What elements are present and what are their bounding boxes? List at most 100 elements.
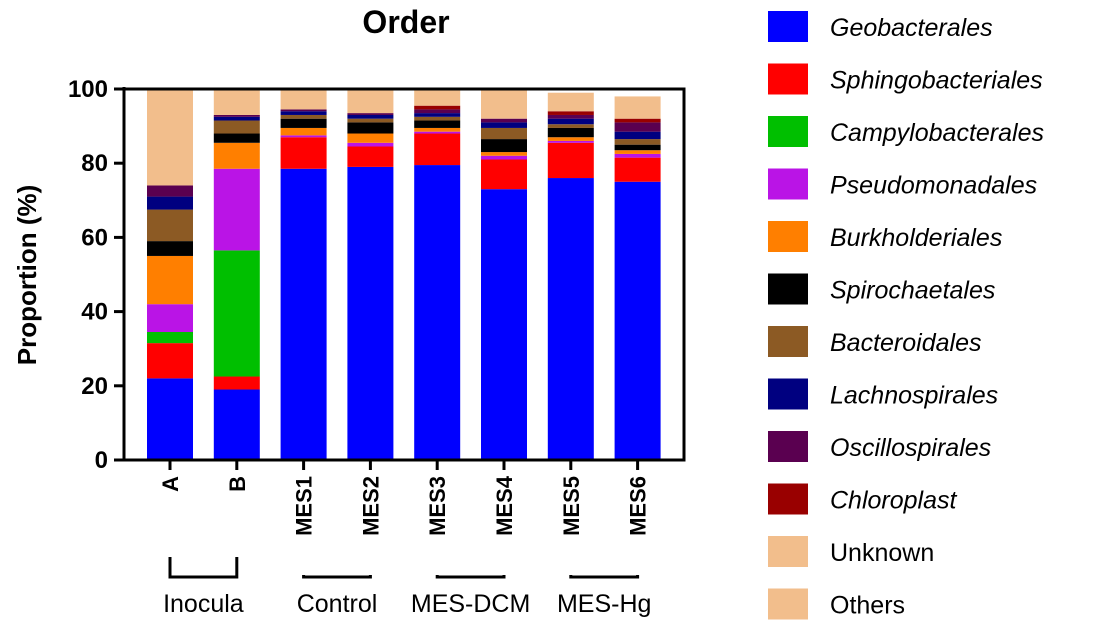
x-category-label: MES4 — [492, 475, 517, 536]
legend-label: Oscillospirales — [830, 434, 991, 462]
y-tick-label: 20 — [81, 373, 108, 400]
bar-segment-mes6-burkholderiales — [614, 150, 661, 154]
bar-segment-mes2-burkholderiales — [347, 133, 394, 143]
bar-segment-a-sphingobacteriales — [147, 343, 193, 379]
bar-segment-a-lachnospirales — [147, 196, 193, 210]
legend-label: Sphingobacteriales — [830, 67, 1043, 95]
bar-segment-mes2-pseudomonadales — [347, 142, 394, 147]
bar-segment-a-unknown — [147, 89, 193, 186]
legend-label: Spirochaetales — [830, 277, 995, 305]
x-category-label: A — [158, 476, 183, 492]
group-label: MES-Hg — [557, 590, 651, 618]
legend-swatch — [768, 536, 808, 567]
bar-segment-mes3-chloroplast — [414, 105, 461, 110]
x-category-label: MES5 — [559, 476, 584, 536]
legend-label: Unknown — [830, 539, 934, 567]
bar-segment-mes5-lachnospirales — [547, 118, 594, 125]
bar-segment-mes1-geobacterales — [280, 168, 327, 460]
bar-segment-b-pseudomonadales — [213, 168, 260, 251]
y-tick-label: 0 — [95, 447, 108, 474]
bar-segment-mes3-oscillospirales — [414, 109, 461, 114]
bar-segment-mes2-geobacterales — [347, 166, 394, 460]
bar-segment-mes5-oscillospirales — [547, 114, 594, 119]
group-label: Control — [297, 590, 378, 618]
legend-swatch — [768, 221, 808, 252]
group-bracket — [435, 575, 506, 579]
legend-swatch — [768, 11, 808, 42]
bar-segment-mes6-unknown — [614, 96, 661, 119]
bar-segment-b-unknown — [213, 89, 260, 115]
bar-segment-mes5-bacteroidales — [547, 124, 594, 128]
legend-label: Lachnospirales — [830, 382, 998, 410]
bar-segment-mes6-pseudomonadales — [614, 153, 661, 158]
bar-segment-mes6-chloroplast — [614, 118, 661, 123]
bar-segment-b-sphingobacteriales — [213, 376, 260, 390]
bar-segment-a-campylobacterales — [147, 332, 193, 344]
bar-segment-mes4-pseudomonadales — [481, 155, 527, 160]
x-category-label: MES2 — [358, 476, 383, 536]
group-bracket — [569, 575, 640, 579]
bar-segment-mes5-chloroplast — [547, 111, 594, 115]
bar-segment-mes3-unknown — [414, 89, 461, 106]
x-category-labels: A B MES1 MES2 MES3 MES4 MES5 MES6 — [158, 475, 651, 536]
bar-segment-mes5-sphingobacteriales — [547, 142, 594, 179]
x-category-label: B — [225, 476, 250, 492]
bar-segment-mes3-sphingobacteriales — [414, 133, 461, 166]
bar-segment-mes2-spirochaetales — [347, 122, 394, 134]
bar-segment-mes1-spirochaetales — [280, 118, 327, 128]
legend-label: Burkholderiales — [830, 224, 1002, 252]
bar-segment-mes4-spirochaetales — [481, 139, 527, 153]
group-bracket — [302, 575, 372, 579]
bar-segment-mes3-lachnospirales — [414, 113, 461, 117]
legend-swatch — [768, 588, 808, 620]
bar-segment-mes3-spirochaetales — [414, 120, 461, 128]
legend-swatch — [768, 273, 808, 305]
bar-segment-mes2-oscillospirales — [347, 113, 394, 115]
bar-segment-mes2-sphingobacteriales — [347, 146, 394, 167]
group-bracket — [168, 557, 239, 579]
legend-swatch — [768, 483, 808, 515]
y-axis-label: Proportion (%) — [12, 185, 42, 366]
bar-segment-mes5-spirochaetales — [547, 127, 594, 138]
bar-segment-mes1-bacteroidales — [280, 114, 327, 119]
bar-segment-mes5-burkholderiales — [547, 137, 594, 141]
bars-layer — [147, 89, 661, 461]
bar-segment-mes3-geobacterales — [414, 165, 461, 460]
bar-segment-mes5-pseudomonadales — [547, 140, 594, 143]
bar-segment-mes3-bacteroidales — [414, 116, 461, 121]
bar-segment-mes4-bacteroidales — [481, 127, 527, 140]
bar-segment-b-burkholderiales — [213, 142, 260, 169]
legend-swatch — [768, 168, 808, 200]
bar-segment-mes1-unknown — [280, 89, 327, 110]
x-category-label: MES1 — [292, 476, 317, 536]
bar-segment-mes1-burkholderiales — [280, 127, 327, 136]
bar-segment-b-lachnospirales — [213, 116, 260, 121]
legend-swatch — [768, 431, 808, 462]
bar-segment-mes1-sphingobacteriales — [280, 137, 327, 169]
bar-segment-mes4-sphingobacteriales — [481, 159, 527, 190]
legend-label: Chloroplast — [830, 487, 958, 515]
bar-segment-mes4-geobacterales — [481, 189, 527, 461]
legend-label: Campylobacterales — [830, 119, 1044, 147]
legend-label: Geobacterales — [830, 14, 993, 42]
chart-title: Order — [362, 4, 449, 40]
bar-segment-mes4-burkholderiales — [481, 152, 527, 156]
legend-label: Bacteroidales — [830, 329, 981, 357]
bar-segment-mes1-oscillospirales — [280, 109, 327, 112]
y-tick-label: 80 — [81, 150, 108, 177]
legend-swatch — [768, 116, 808, 147]
x-category-label: MES6 — [626, 476, 651, 536]
bar-segment-mes2-lachnospirales — [347, 114, 394, 119]
bar-segment-a-spirochaetales — [147, 241, 193, 256]
legend: Geobacterales Sphingobacteriales Campyloba… — [768, 11, 1044, 620]
legend-swatch — [768, 378, 808, 410]
legend-label: Pseudomonadales — [830, 172, 1037, 200]
bar-segment-mes4-lachnospirales — [481, 122, 527, 128]
group-label: MES-DCM — [411, 590, 530, 618]
bar-segment-a-burkholderiales — [147, 255, 193, 305]
bar-segment-mes3-pseudomonadales — [414, 131, 461, 134]
bar-segment-mes5-unknown — [547, 92, 594, 112]
bar-segment-b-spirochaetales — [213, 133, 260, 143]
bar-segment-mes4-unknown — [481, 89, 527, 119]
